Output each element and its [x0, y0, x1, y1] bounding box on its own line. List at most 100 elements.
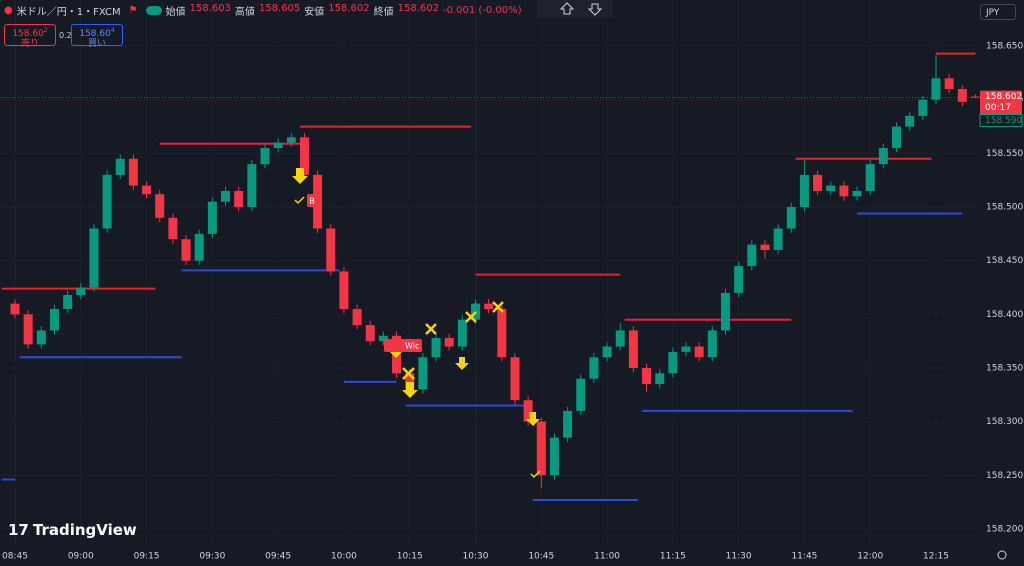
candle-body	[760, 244, 770, 250]
candle-body	[694, 346, 704, 358]
candle-body	[813, 174, 823, 191]
x-tick-label: 10:00	[331, 552, 357, 562]
candle-body	[405, 373, 415, 390]
sell-label: 売り	[20, 39, 39, 49]
ohlc-value: 158.602	[397, 3, 439, 14]
y-tick-label: 158.650	[986, 42, 1023, 52]
logo: 17 TradingView	[8, 521, 137, 539]
candle-body	[484, 303, 494, 309]
candle-body	[681, 346, 691, 352]
buy-sup: 4	[110, 27, 115, 34]
marks	[0, 52, 980, 501]
y-tick-label: 158.300	[986, 417, 1023, 427]
candle-body	[668, 351, 678, 374]
x-tick-label: 08:45	[2, 552, 28, 562]
symbol[interactable]: 米ドル／円・1・FXCM	[16, 7, 121, 18]
candle-body	[115, 158, 125, 175]
candle-body	[510, 357, 520, 401]
candle-body	[839, 185, 849, 197]
candle-body	[221, 190, 231, 202]
candle-body	[207, 201, 217, 234]
x-tick-label: 09:45	[265, 552, 291, 562]
candle-body	[23, 314, 33, 345]
candle-body	[957, 89, 967, 102]
candle-body	[878, 148, 888, 165]
candle-body	[563, 410, 573, 438]
candle-body	[260, 148, 270, 165]
ohlc-label: 終値	[373, 7, 394, 18]
sell-sup: 2	[43, 27, 48, 34]
candle-body	[326, 228, 336, 272]
candle-body	[142, 185, 152, 195]
x-tick-label: 11:00	[594, 552, 620, 562]
y-tick-label: 158.250	[986, 471, 1023, 481]
y-tick-label: 158.400	[986, 310, 1023, 320]
candle-body	[378, 335, 388, 342]
countdown: 00:17	[985, 103, 1011, 113]
candle-body	[734, 266, 744, 293]
bid-price-box	[979, 114, 1023, 128]
arrow-buttons[interactable]	[559, 2, 603, 16]
candle-body	[747, 244, 757, 267]
candle-body	[852, 190, 862, 197]
buy-price: 158.60	[79, 29, 111, 39]
x-tick-label: 12:15	[923, 552, 949, 562]
candle-body	[536, 421, 546, 476]
candle-body	[642, 367, 652, 385]
candle-body	[181, 239, 191, 261]
chip	[384, 339, 422, 352]
candle-body	[944, 78, 954, 90]
price-axis	[978, 0, 1024, 566]
candle-body	[549, 437, 559, 476]
candle-body	[786, 207, 796, 229]
candle-body	[418, 357, 428, 390]
candle-body	[63, 295, 73, 309]
chip-label: B	[309, 197, 315, 206]
y-tick-label: 158.550	[986, 149, 1023, 159]
y-tick-label: 158.450	[986, 256, 1023, 266]
candle-body	[918, 99, 928, 116]
candle-body	[931, 78, 941, 100]
logo-text: TradingView	[32, 521, 137, 539]
candle-body	[970, 96, 980, 98]
candle-body	[444, 337, 454, 347]
candle-body	[273, 142, 283, 149]
candle-body	[352, 308, 362, 326]
candle-body	[865, 164, 875, 191]
candle-body	[707, 330, 717, 358]
x-tick-label: 10:45	[528, 552, 554, 562]
candle-body	[234, 190, 244, 208]
candle-body	[523, 400, 533, 422]
candle-body	[102, 174, 112, 229]
x-tick-label: 10:30	[463, 552, 489, 562]
x-tick-label: 11:30	[726, 552, 752, 562]
sell-price: 158.60	[12, 29, 44, 39]
candle-body	[905, 115, 915, 127]
x-tick-label: 09:00	[68, 552, 94, 562]
x-tick-label: 11:15	[660, 552, 686, 562]
settings[interactable]	[997, 550, 1007, 560]
candle-body	[826, 185, 836, 191]
chip	[307, 194, 318, 207]
ohlc-label: 安値	[304, 7, 325, 18]
signals	[292, 168, 541, 479]
y-tick-label: 158.200	[986, 524, 1023, 534]
candle-body	[799, 174, 809, 208]
candle-body	[128, 158, 138, 186]
buy-button[interactable]: 158.604 買い	[71, 24, 123, 49]
ohlc-label: 高値	[234, 7, 255, 18]
spread: 0.2	[59, 31, 72, 40]
change: -0.001 (-0.00%)	[443, 5, 522, 16]
buy-label: 買い	[87, 39, 106, 49]
candle-body	[773, 228, 783, 250]
candle-body	[247, 164, 257, 208]
header: ● 米ドル／円・1・FXCM ⚑ 始値 158.603 高値 158.605 安値 158.60…	[4, 3, 522, 18]
x-tick-label: 09:15	[134, 552, 160, 562]
currency-button[interactable]: JPY	[980, 4, 1016, 20]
candle-body	[628, 330, 638, 368]
bid-price-label: 158.590	[985, 116, 1022, 126]
candle-body	[286, 137, 296, 143]
sell-button[interactable]: 158.602 売り	[4, 24, 56, 49]
